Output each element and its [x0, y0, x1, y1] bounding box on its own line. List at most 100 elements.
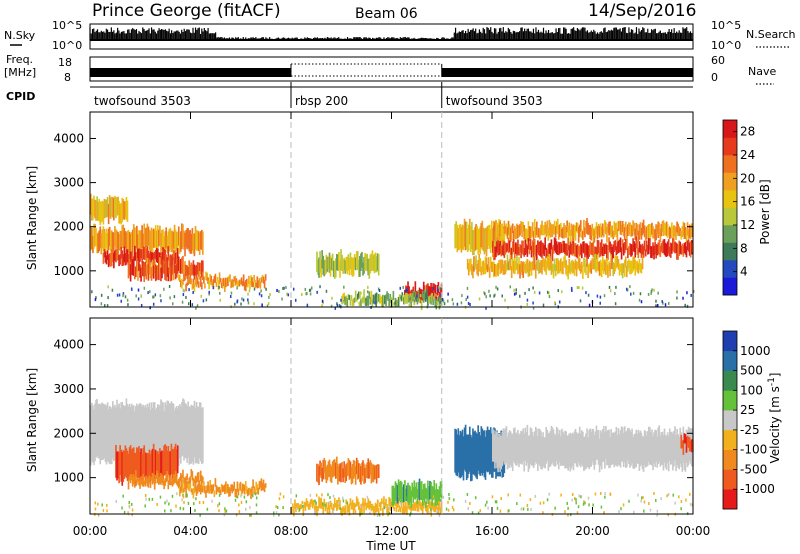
echo-cell — [382, 294, 384, 308]
echo-cell — [494, 222, 496, 231]
echo-cell — [276, 505, 279, 509]
echo-cell — [568, 222, 571, 236]
echo-cell — [363, 463, 365, 485]
echo-cell — [140, 448, 142, 477]
echo-cell — [127, 262, 130, 279]
echo-cell — [242, 298, 245, 302]
echo-cell — [409, 513, 411, 517]
echo-cell — [154, 293, 157, 297]
echo-cell — [215, 485, 218, 495]
echo-cell — [467, 506, 470, 510]
echo-cell — [148, 259, 151, 275]
echo-cell — [219, 291, 221, 295]
echo-cell — [655, 224, 657, 241]
echo-cell — [412, 487, 415, 503]
echo-cell — [513, 258, 516, 275]
echo-cell — [210, 275, 213, 285]
echo-cell — [668, 246, 671, 257]
echo-cell — [517, 263, 519, 275]
echo-cell — [448, 497, 451, 501]
echo-cell — [167, 400, 170, 457]
echo-cell — [180, 406, 182, 464]
echo-cell — [333, 497, 336, 508]
echo-cell — [247, 282, 249, 288]
echo-cell — [262, 276, 265, 284]
echo-cell — [573, 243, 576, 257]
echo-cell — [494, 293, 496, 297]
echo-cell — [471, 264, 473, 276]
echo-cell — [361, 297, 363, 303]
echo-cell — [340, 249, 342, 271]
echo-cell — [120, 202, 123, 225]
echo-cell — [376, 499, 379, 512]
echo-cell — [227, 277, 229, 286]
echo-cell — [255, 503, 258, 507]
echo-cell — [239, 481, 242, 491]
echo-cell — [364, 252, 366, 271]
echo-cell — [122, 294, 124, 298]
echo-cell — [504, 428, 507, 465]
echo-cell — [172, 449, 175, 479]
y-tick-label: 4000 — [53, 131, 84, 145]
echo-cell — [310, 498, 313, 505]
echo-cell — [400, 295, 403, 302]
echo-cell — [106, 509, 108, 513]
echo-cell — [564, 225, 566, 237]
echo-cell — [275, 505, 277, 509]
echo-cell — [298, 508, 301, 512]
echo-cell — [626, 430, 628, 468]
echo-cell — [140, 267, 142, 282]
echo-cell — [256, 276, 259, 289]
echo-cell — [118, 452, 120, 484]
echo-cell — [341, 295, 343, 305]
echo-cell — [195, 265, 198, 281]
echo-cell — [411, 482, 414, 497]
echo-cell — [315, 493, 318, 497]
echo-cell — [351, 257, 354, 277]
echo-cell — [170, 509, 172, 513]
echo-cell — [674, 225, 676, 237]
echo-cell — [390, 501, 393, 508]
echo-cell — [369, 460, 372, 475]
echo-cell — [247, 489, 249, 497]
echo-cell — [353, 297, 356, 303]
echo-cell — [397, 497, 400, 508]
echo-cell — [125, 232, 128, 254]
echo-cell — [393, 506, 396, 512]
echo-cell — [657, 291, 659, 295]
echo-cell — [182, 279, 184, 285]
echo-cell — [660, 497, 662, 501]
echo-cell — [519, 244, 521, 253]
echo-cell — [111, 252, 114, 263]
echo-cell — [258, 292, 261, 296]
echo-cell — [177, 226, 180, 246]
echo-cell — [147, 226, 150, 246]
echo-cell — [674, 241, 676, 254]
echo-cell — [632, 437, 634, 469]
echo-cell — [193, 482, 196, 494]
echo-cell — [543, 438, 545, 468]
echo-cell — [625, 287, 628, 291]
echo-cell — [641, 243, 644, 256]
echo-cell — [253, 302, 255, 306]
echo-cell — [191, 488, 194, 495]
echo-cell — [599, 259, 602, 276]
echo-cell — [202, 500, 205, 504]
echo-cell — [587, 437, 589, 468]
echo-cell — [496, 222, 498, 238]
echo-cell — [98, 403, 101, 459]
echo-cell — [343, 461, 345, 478]
echo-cell — [495, 246, 497, 258]
echo-cell — [178, 235, 181, 254]
echo-cell — [94, 223, 96, 247]
echo-cell — [544, 237, 546, 250]
echo-cell — [528, 226, 531, 242]
echo-cell — [282, 506, 284, 510]
echo-cell — [639, 263, 642, 273]
echo-cell — [317, 463, 319, 483]
echo-cell — [425, 487, 427, 508]
echo-cell — [120, 449, 123, 482]
echo-cell — [354, 466, 357, 485]
echo-cell — [356, 460, 359, 480]
echo-cell — [354, 257, 357, 271]
